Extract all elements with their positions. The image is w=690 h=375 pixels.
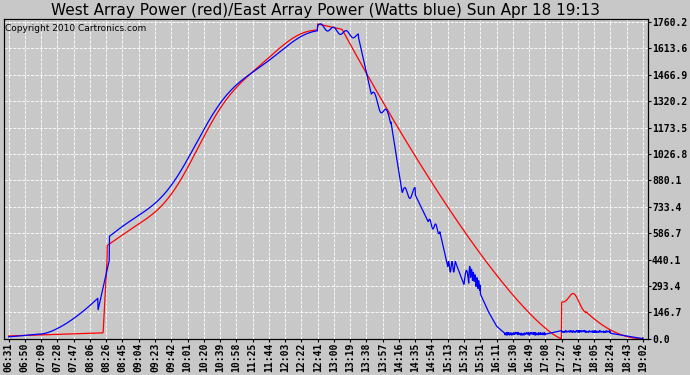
Title: West Array Power (red)/East Array Power (Watts blue) Sun Apr 18 19:13: West Array Power (red)/East Array Power … xyxy=(51,3,600,18)
Text: Copyright 2010 Cartronics.com: Copyright 2010 Cartronics.com xyxy=(5,24,146,33)
